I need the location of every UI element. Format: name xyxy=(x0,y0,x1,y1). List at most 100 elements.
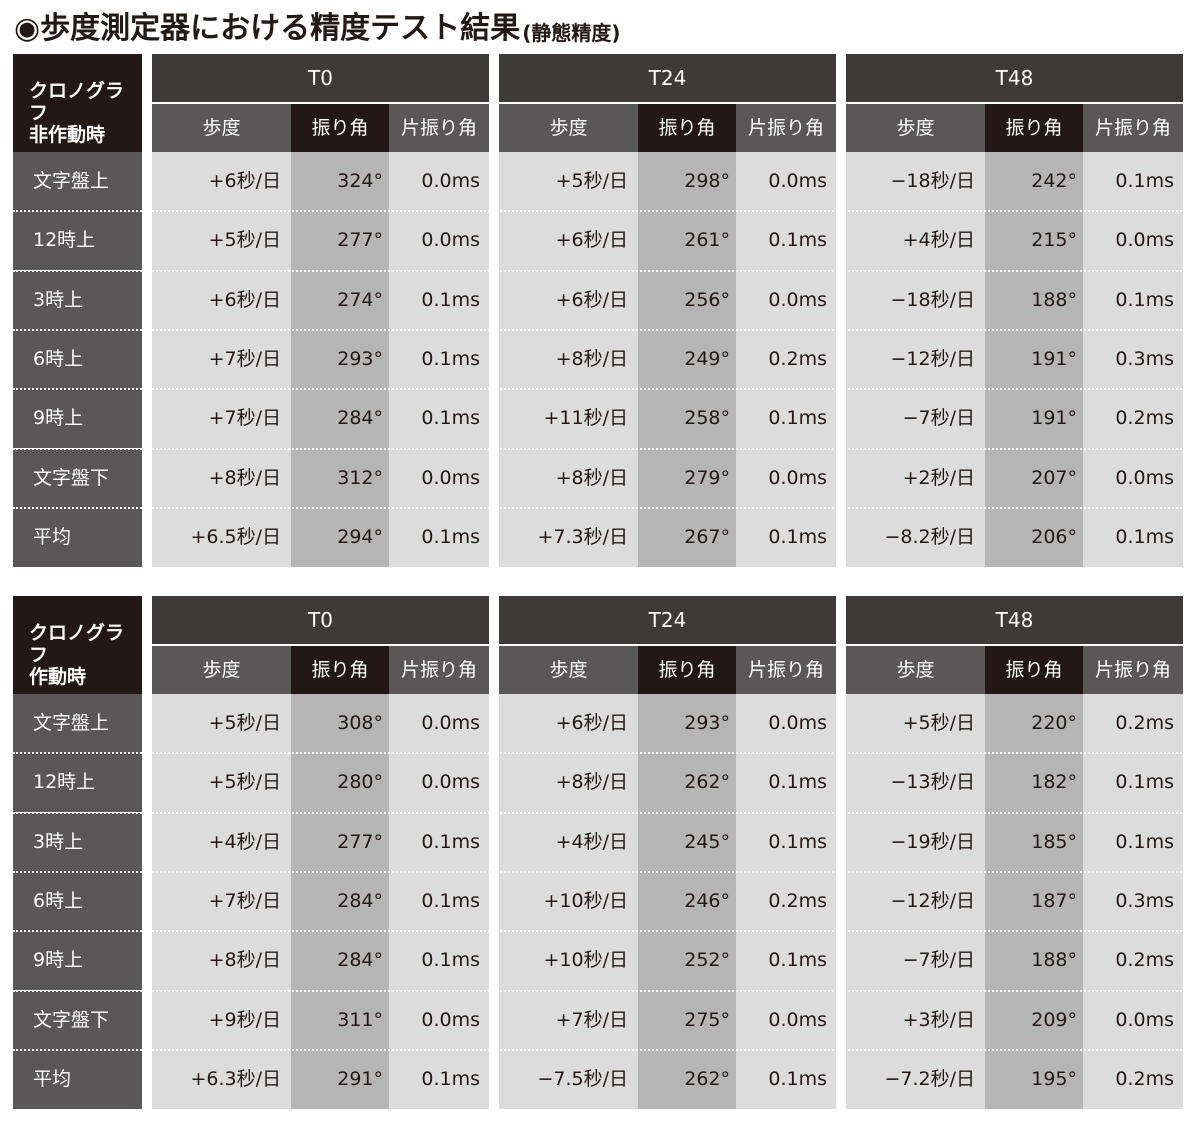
column-background xyxy=(1083,694,1183,1109)
group-header: T0 xyxy=(152,596,489,644)
table-cell: +4秒/日 xyxy=(555,830,628,853)
divider xyxy=(499,644,836,646)
table-cell: 312° xyxy=(337,466,383,489)
column-background xyxy=(985,694,1083,1109)
column-background xyxy=(736,152,836,567)
row-label: 6時上 xyxy=(13,871,142,931)
row-divider xyxy=(13,811,1185,814)
table-cell: 0.2ms xyxy=(1115,949,1174,972)
table-cell: 0.1ms xyxy=(1115,771,1174,794)
row-label: 3時上 xyxy=(13,812,142,872)
table-cell: +7秒/日 xyxy=(208,347,281,370)
table-cell: −7.5秒/日 xyxy=(537,1067,628,1090)
column-header: 片振り角 xyxy=(736,104,836,152)
column-header: 歩度 xyxy=(499,104,638,152)
table-cell: +6秒/日 xyxy=(555,288,628,311)
table-cell: 0.1ms xyxy=(768,949,827,972)
divider xyxy=(152,102,489,104)
table-cell: 0.0ms xyxy=(1115,1008,1174,1031)
table-cell: 293° xyxy=(684,712,730,734)
column-background xyxy=(846,694,985,1109)
column-header: 振り角 xyxy=(638,104,736,152)
table-cell: 284° xyxy=(337,949,383,972)
row-label: 9時上 xyxy=(13,931,142,991)
table-cell: 182° xyxy=(1031,771,1077,794)
table-cell: 187° xyxy=(1031,889,1077,912)
table-cell: +7秒/日 xyxy=(555,1008,628,1031)
table-cell: 0.1ms xyxy=(768,229,827,252)
table-cell: 0.0ms xyxy=(1115,466,1174,489)
table-cell: 0.2ms xyxy=(768,889,827,912)
column-header: 歩度 xyxy=(499,646,638,694)
row-divider xyxy=(13,447,1185,450)
table-cell: 0.0ms xyxy=(421,466,480,489)
table-label-line1: クロノグラフ xyxy=(29,622,125,666)
table-cell: 262° xyxy=(684,771,730,794)
table-cell: +6秒/日 xyxy=(555,712,628,734)
column-background xyxy=(291,152,389,567)
table-cell: +2秒/日 xyxy=(902,466,975,489)
column-background xyxy=(499,152,638,567)
column-header: 片振り角 xyxy=(1083,646,1183,694)
table-cell: 0.0ms xyxy=(421,712,480,734)
column-header: 片振り角 xyxy=(389,646,489,694)
table-cell: 0.1ms xyxy=(421,1067,480,1090)
table-cell: 0.1ms xyxy=(1115,170,1174,192)
column-background xyxy=(389,694,489,1109)
table-cell: 311° xyxy=(337,1008,383,1031)
column-background xyxy=(846,152,985,567)
group-header: T24 xyxy=(499,54,836,102)
table-cell: 256° xyxy=(684,288,730,311)
column-header: 歩度 xyxy=(846,646,985,694)
group-header: T0 xyxy=(152,54,489,102)
row-label: 3時上 xyxy=(13,270,142,330)
row-label: 平均 xyxy=(13,1049,142,1109)
table-cell: +8秒/日 xyxy=(555,771,628,794)
table-cell: +6秒/日 xyxy=(208,170,281,192)
table-cell: 0.0ms xyxy=(768,170,827,192)
row-divider xyxy=(13,210,1185,213)
table-label-line2: 非作動時 xyxy=(29,124,106,146)
table-cell: +7.3秒/日 xyxy=(537,525,628,548)
table-cell: 0.0ms xyxy=(421,170,480,192)
row-label: 文字盤上 xyxy=(13,694,142,753)
column-background xyxy=(291,694,389,1109)
table-cell: 262° xyxy=(684,1067,730,1090)
row-label: 9時上 xyxy=(13,389,142,449)
divider xyxy=(499,102,836,104)
table-cell: +8秒/日 xyxy=(555,347,628,370)
table-cell: 0.1ms xyxy=(421,288,480,311)
table-cell: 277° xyxy=(337,229,383,252)
table-cell: 207° xyxy=(1031,466,1077,489)
row-label: 文字盤下 xyxy=(13,990,142,1050)
table-cell: 185° xyxy=(1031,830,1077,853)
row-divider xyxy=(13,1048,1185,1051)
column-header: 片振り角 xyxy=(1083,104,1183,152)
table-cell: 0.1ms xyxy=(421,949,480,972)
table-cell: +6.3秒/日 xyxy=(190,1067,281,1090)
table-cell: 0.1ms xyxy=(1115,830,1174,853)
table-cell: 209° xyxy=(1031,1008,1077,1031)
table-cell: 275° xyxy=(684,1008,730,1031)
table-cell: +5秒/日 xyxy=(208,229,281,252)
table-cell: −18秒/日 xyxy=(890,170,976,192)
column-header: 振り角 xyxy=(985,646,1083,694)
table-cell: +8秒/日 xyxy=(208,949,281,972)
divider xyxy=(152,644,489,646)
table-cell: 0.1ms xyxy=(421,889,480,912)
table-label: クロノグラフ 非作動時 xyxy=(13,54,142,152)
table-cell: 0.1ms xyxy=(421,347,480,370)
row-label: 12時上 xyxy=(13,211,142,271)
table-cell: 249° xyxy=(684,347,730,370)
table-cell: 0.1ms xyxy=(768,771,827,794)
row-label: 12時上 xyxy=(13,753,142,813)
table-cell: 246° xyxy=(684,889,730,912)
table-cell: 0.1ms xyxy=(421,525,480,548)
column-header: 振り角 xyxy=(985,104,1083,152)
table-cell: −8.2秒/日 xyxy=(884,525,975,548)
group-header: T48 xyxy=(846,596,1183,644)
table-cell: 308° xyxy=(337,712,383,734)
title-subtitle: (静態精度) xyxy=(522,21,621,45)
table-cell: 220° xyxy=(1031,712,1077,734)
column-background xyxy=(736,694,836,1109)
